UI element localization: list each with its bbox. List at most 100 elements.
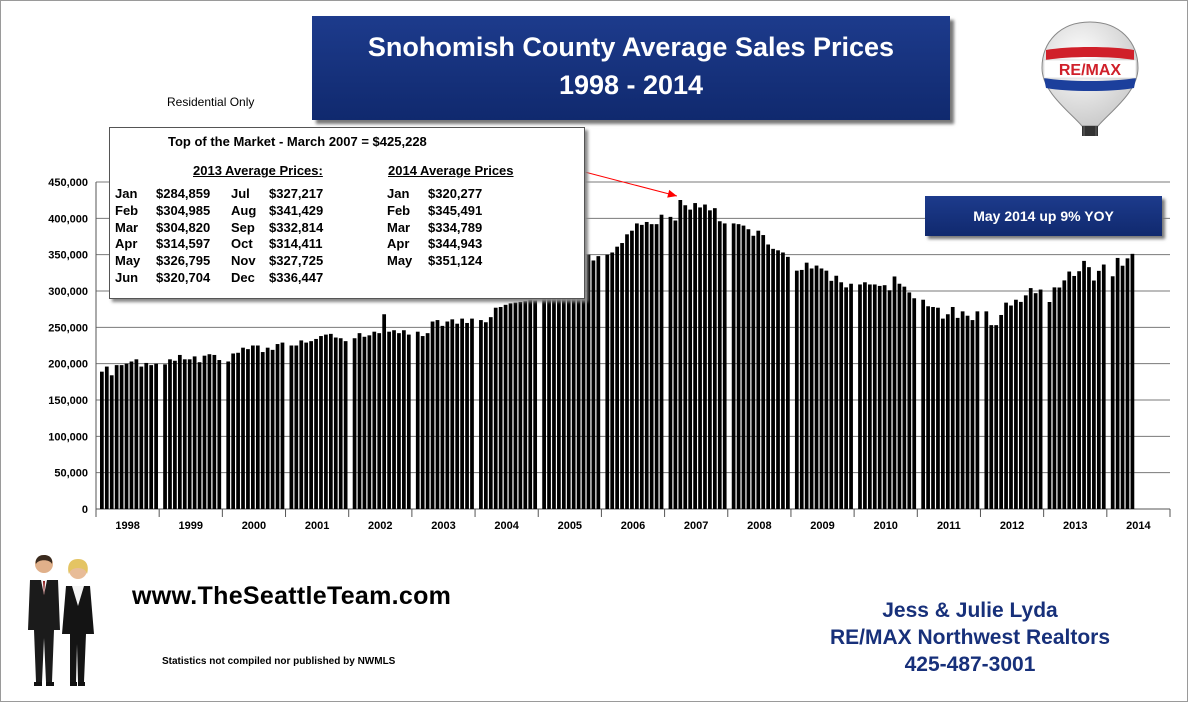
- bar: [892, 276, 897, 509]
- bar: [688, 209, 693, 510]
- bar: [202, 355, 207, 509]
- x-tick-label: 2004: [494, 520, 519, 532]
- bar: [109, 375, 114, 509]
- bar: [460, 318, 464, 509]
- bar: [858, 284, 862, 509]
- bar: [173, 360, 177, 509]
- price-2014-month: Jan: [387, 186, 410, 201]
- bar: [397, 333, 401, 509]
- bar: [984, 311, 989, 509]
- bar: [377, 333, 382, 509]
- bar: [255, 345, 260, 509]
- bar: [440, 325, 445, 509]
- bar: [246, 349, 250, 509]
- bar: [304, 342, 309, 509]
- bar: [761, 235, 766, 510]
- bar: [430, 321, 435, 509]
- bar: [829, 280, 834, 509]
- bar: [144, 362, 149, 509]
- bar: [163, 364, 167, 509]
- bar: [382, 314, 387, 509]
- bar: [576, 255, 581, 509]
- bar: [294, 345, 299, 509]
- price-2013-month: Aug: [231, 202, 257, 218]
- bar: [1130, 253, 1135, 509]
- x-tick-label: 2011: [937, 520, 961, 532]
- chart-title: Snohomish County Average Sales Prices: [367, 32, 895, 62]
- price-2014-price: $351,124: [428, 253, 483, 269]
- price-2014-month: Apr: [387, 236, 410, 252]
- bar: [872, 284, 877, 509]
- bar: [129, 361, 134, 509]
- bar: [280, 342, 285, 509]
- bar: [693, 203, 697, 509]
- bar: [357, 333, 362, 509]
- bar: [309, 341, 313, 509]
- agent-contact: Jess & Julie Lyda RE/MAX Northwest Realt…: [800, 597, 1140, 678]
- bar: [465, 322, 469, 509]
- bar: [945, 314, 950, 509]
- bar: [1028, 288, 1033, 509]
- bar: [912, 298, 917, 509]
- bar: [644, 221, 649, 509]
- bar: [1014, 299, 1018, 509]
- bar: [231, 353, 236, 509]
- bar: [154, 363, 158, 509]
- x-tick-label: 2014: [1126, 520, 1151, 532]
- bar: [668, 216, 673, 509]
- bar: [367, 335, 372, 509]
- y-tick-label: 450,000: [48, 177, 88, 189]
- bar: [289, 345, 294, 509]
- bar: [392, 330, 396, 509]
- bar: [814, 265, 819, 509]
- bar: [450, 319, 455, 509]
- bar: [960, 311, 965, 509]
- price-2014-price: $320,277: [428, 186, 483, 201]
- x-tick-label: 2007: [684, 520, 708, 532]
- price-2014-price: $345,491: [428, 202, 483, 218]
- bar: [809, 268, 814, 509]
- price-2013-price: $314,411: [269, 236, 323, 252]
- bar: [994, 325, 999, 509]
- website-link[interactable]: www.TheSeattleTeam.com: [132, 582, 452, 610]
- bar: [119, 365, 124, 509]
- bar: [708, 210, 712, 509]
- agent-phone[interactable]: 425-487-3001: [904, 653, 1036, 676]
- price-2013-month: Nov: [231, 253, 256, 269]
- bar: [766, 244, 771, 510]
- price-2013-price: $341,429: [269, 202, 324, 218]
- bar: [270, 349, 275, 509]
- bar: [343, 341, 348, 509]
- price-2013-price: $336,447: [269, 270, 324, 285]
- x-tick-label: 1998: [115, 520, 139, 532]
- bar: [936, 307, 940, 509]
- bar: [989, 325, 994, 509]
- bar: [328, 333, 333, 509]
- bar: [425, 333, 430, 509]
- agents-photo: [28, 555, 94, 686]
- bar: [756, 230, 761, 509]
- yoy-badge: May 2014 up 9% YOY: [925, 196, 1162, 236]
- bar: [654, 224, 659, 509]
- bar: [610, 252, 615, 510]
- bar: [1047, 302, 1052, 509]
- bar: [479, 320, 483, 509]
- bar: [786, 256, 790, 509]
- bar: [887, 290, 892, 509]
- bar: [324, 334, 328, 509]
- bar: [352, 338, 357, 509]
- bar: [703, 204, 707, 509]
- price-2013-price: $332,814: [269, 219, 324, 235]
- price-2014-month: May: [387, 253, 413, 269]
- bar: [1082, 260, 1086, 509]
- bar: [1018, 301, 1023, 509]
- bar: [630, 230, 634, 509]
- agent-names: Jess & Julie Lyda: [882, 599, 1058, 622]
- bar: [673, 220, 678, 509]
- bar: [931, 306, 935, 509]
- bar: [488, 317, 493, 509]
- bar: [241, 347, 245, 509]
- bar: [882, 285, 887, 509]
- bar: [625, 234, 629, 509]
- bar: [649, 224, 654, 509]
